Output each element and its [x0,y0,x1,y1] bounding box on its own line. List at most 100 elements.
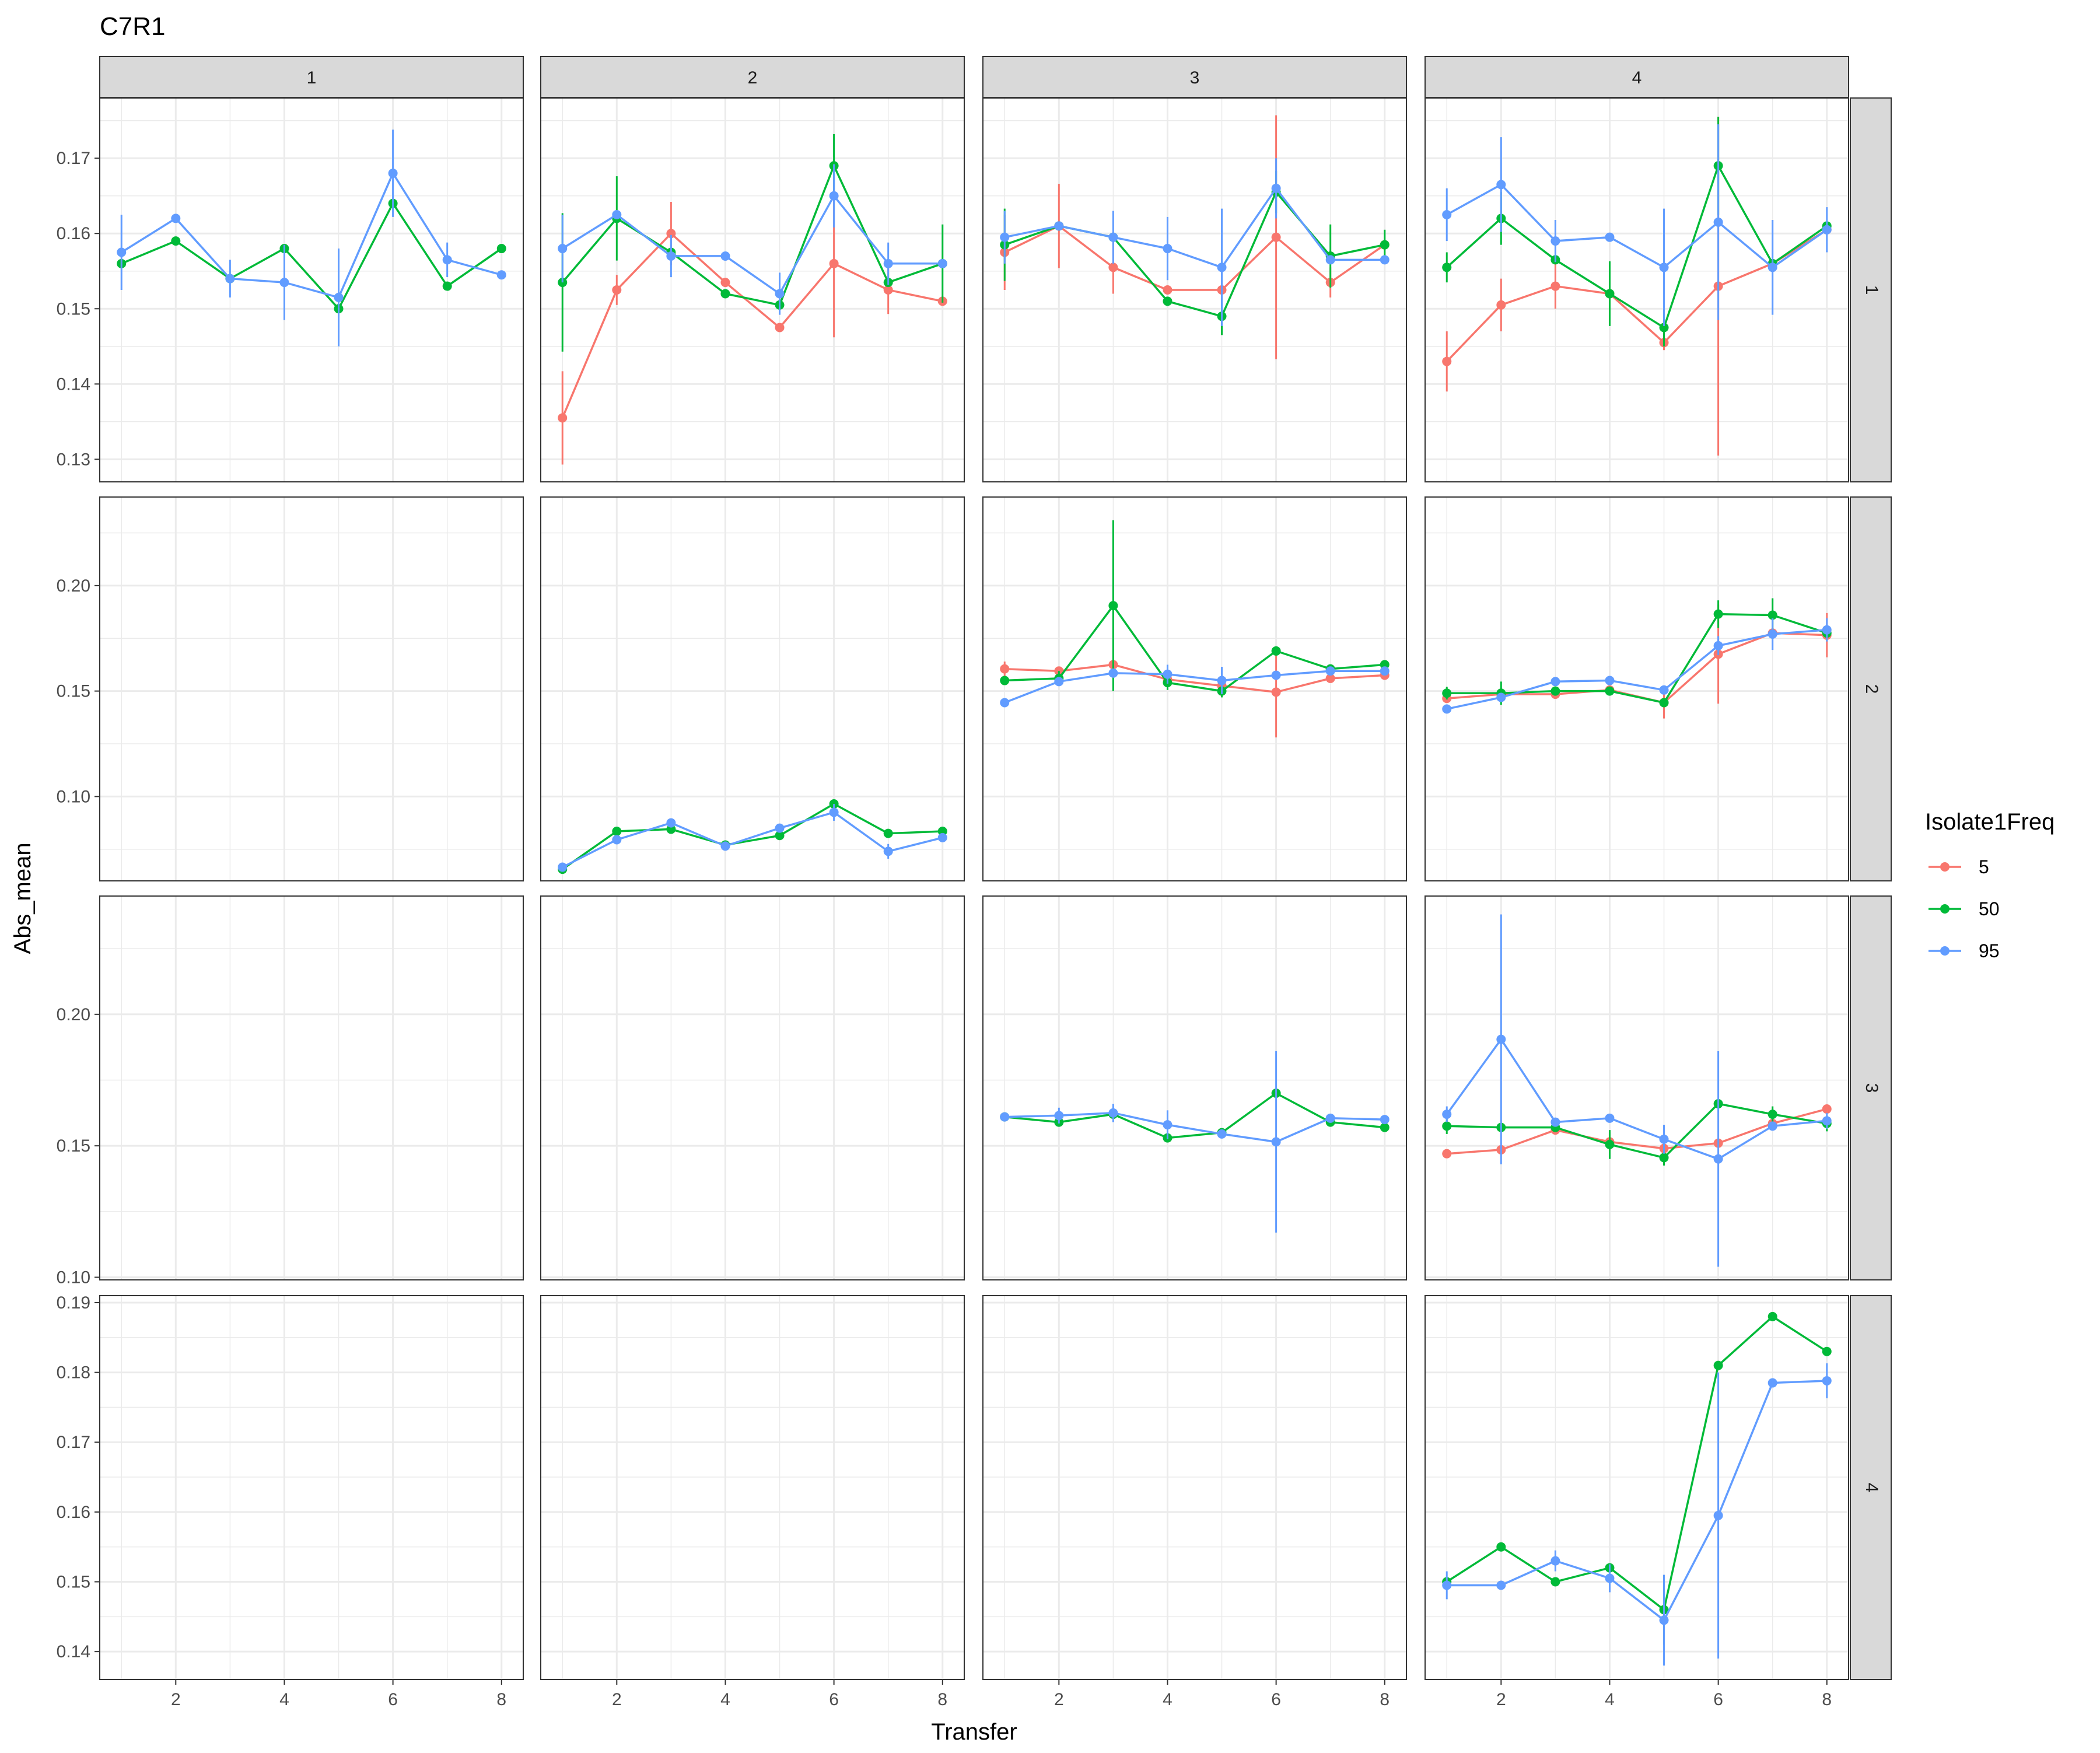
data-point [883,285,893,295]
row-strip-1 [1850,97,1892,482]
panel-background [1425,896,1849,1280]
data-point [171,214,181,223]
series-line [562,194,943,296]
series-line [1005,1112,1385,1143]
data-point [279,278,289,288]
col-strip-2 [540,56,965,98]
legend-label: 50 [1979,898,2000,919]
series-line [1005,1091,1385,1139]
data-point [558,862,568,872]
data-point [1442,688,1452,698]
data-point [1550,1556,1560,1566]
row-strip-label: 4 [1862,1483,1881,1493]
data-point [666,251,676,261]
data-point [1325,255,1335,265]
panel-border [982,895,1407,1280]
x-tick-label: 2 [1496,1690,1506,1709]
row-strip-4 [1850,1295,1892,1680]
x-tick-label: 8 [496,1690,506,1709]
series-line [562,802,943,870]
data-point [1713,1360,1723,1370]
data-point [612,285,622,295]
data-point [1163,669,1172,679]
series-95 [1442,618,1832,714]
y-tick-label: 0.20 [57,576,90,596]
panel-background [1425,1296,1849,1679]
panel-border [99,1295,524,1680]
panel-r4-c1 [99,1295,524,1680]
x-axis-title: Transfer [931,1719,1017,1745]
data-point [1768,1110,1777,1119]
x-tick-label: 2 [1054,1690,1064,1709]
series-line [1447,1103,1828,1159]
x-tick-label: 4 [720,1690,730,1709]
x-tick-label: 8 [937,1690,947,1709]
panel-r4-c3 [982,1295,1407,1680]
data-point [1054,1111,1064,1121]
data-point [171,236,181,246]
panel-r2-c3 [982,496,1407,881]
data-point [1108,668,1118,678]
data-point [829,807,839,817]
data-point [937,832,947,842]
panel-background [100,497,523,881]
y-tick-label: 0.14 [57,1642,90,1661]
data-point [1442,1580,1452,1590]
x-tick-label: 8 [1822,1690,1832,1709]
x-tick-label: 4 [279,1690,289,1709]
data-point [1000,698,1010,708]
series-line [1004,186,1385,269]
data-point [1163,1120,1172,1130]
data-point [1822,1376,1832,1385]
panel-border [540,496,965,881]
panel-border [99,496,524,881]
series-95 [558,804,947,872]
data-point [1325,1113,1335,1123]
col-strip-label: 2 [748,68,758,88]
data-point [1108,232,1118,242]
panel-border [1424,1295,1849,1680]
series-95 [1000,1051,1390,1233]
y-tick-label: 0.17 [57,1433,90,1452]
data-point [829,191,839,201]
data-point [1659,1153,1669,1163]
data-point [1768,1378,1777,1388]
data-point [1713,217,1723,227]
panel-border [540,97,965,482]
series-line [1446,1315,1828,1612]
panel-border [1424,496,1849,881]
data-point [225,274,235,284]
data-point [1550,236,1560,246]
data-point [1659,685,1669,695]
data-point [1822,225,1832,235]
data-point [1217,1129,1227,1139]
data-point [720,278,730,288]
data-point [442,281,452,291]
data-point [1550,281,1560,291]
data-point [1271,646,1281,656]
panel-background [1425,98,1849,482]
series-line [562,811,943,869]
series-line [561,163,943,306]
series-line [1446,1037,1827,1160]
series-line [1447,1108,1828,1155]
series-line [1446,629,1827,711]
data-point [612,209,622,219]
series-95 [117,130,506,347]
series-line [561,232,943,418]
row-strip-2 [1850,496,1892,881]
data-point [720,251,730,261]
data-point [1659,1615,1669,1625]
data-point [1768,1121,1777,1131]
panel-border [1424,97,1849,482]
series-line [1005,663,1385,694]
col-strip-4 [1424,56,1849,98]
data-point [1217,676,1227,685]
panel-r2-c1 [99,496,524,881]
panel-border [982,97,1407,482]
data-point [1108,263,1118,272]
data-point [558,244,568,254]
data-point [1768,629,1777,639]
legend-key-point [1940,946,1950,956]
data-point [117,247,127,257]
